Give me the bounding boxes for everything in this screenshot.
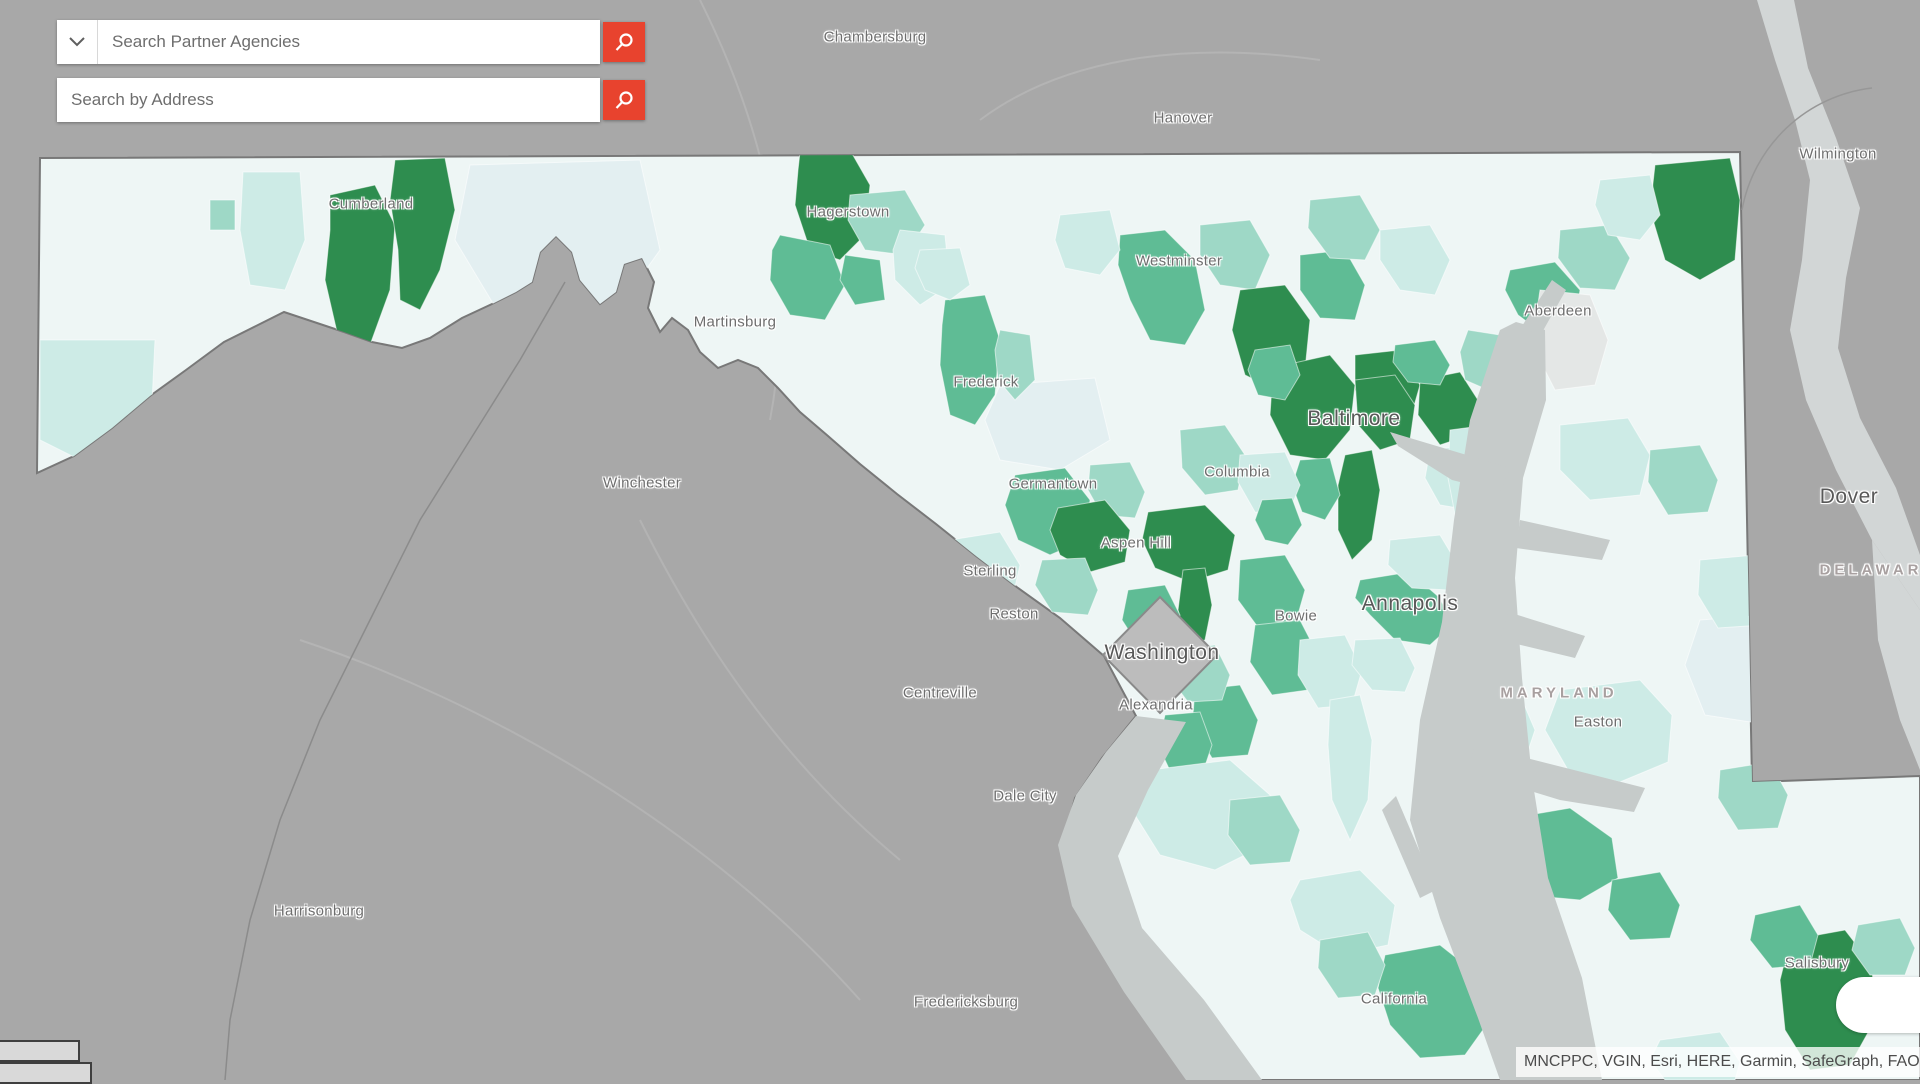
map-label-delaware-state: DELAWARE xyxy=(1819,561,1920,579)
address-search-input[interactable] xyxy=(57,78,600,122)
map-label-salisbury: Salisbury xyxy=(1784,954,1850,972)
map-label-reston: Reston xyxy=(989,605,1039,623)
map-label-easton: Easton xyxy=(1573,713,1623,731)
map-label-germantown: Germantown xyxy=(1008,475,1098,493)
map-label-aberdeen: Aberdeen xyxy=(1524,302,1592,320)
map-label-columbia: Columbia xyxy=(1204,463,1270,481)
address-search-button[interactable] xyxy=(603,80,645,120)
map-label-centreville: Centreville xyxy=(902,684,978,702)
partner-agency-search-box xyxy=(57,20,600,64)
agency-dropdown-toggle[interactable] xyxy=(57,20,98,64)
map-label-washington: Washington xyxy=(1104,641,1220,664)
partner-agency-search xyxy=(57,20,645,64)
map-label-westminster: Westminster xyxy=(1135,252,1223,270)
state-boundary-wv-va xyxy=(224,281,566,1080)
map-label-annapolis: Annapolis xyxy=(1361,592,1459,615)
dc-diamond xyxy=(1101,595,1219,715)
partner-agency-search-button[interactable] xyxy=(603,22,645,62)
map-label-hanover: Hanover xyxy=(1153,109,1213,127)
map-label-frederick: Frederick xyxy=(953,373,1019,391)
map-label-winchester: Winchester xyxy=(602,474,682,492)
address-search-box xyxy=(57,78,600,122)
map-label-hagerstown: Hagerstown xyxy=(806,203,890,221)
map-label-baltimore: Baltimore xyxy=(1307,407,1401,430)
map-label-sterling: Sterling xyxy=(963,562,1017,580)
map-label-maryland-state: MARYLAND xyxy=(1500,684,1618,702)
map-label-fredericksburg: Fredericksburg xyxy=(913,993,1019,1011)
chevron-down-icon xyxy=(69,37,85,47)
map-label-dover: Dover xyxy=(1819,485,1879,508)
scale-bar-miles xyxy=(0,1040,80,1062)
map-label-aspen-hill: Aspen Hill xyxy=(1100,534,1172,552)
search-icon xyxy=(615,33,633,51)
address-search xyxy=(57,78,645,122)
map-attribution: MNCPPC, VGIN, Esri, HERE, Garmin, SafeGr… xyxy=(1516,1047,1920,1077)
map-label-alexandria: Alexandria xyxy=(1119,696,1193,714)
map-label-wilmington: Wilmington xyxy=(1799,145,1877,163)
map-label-cumberland: Cumberland xyxy=(328,195,414,213)
map-label-bowie: Bowie xyxy=(1274,607,1318,625)
map-label-dale-city: Dale City xyxy=(993,787,1057,805)
map-label-martinsburg: Martinsburg xyxy=(693,313,777,331)
search-icon xyxy=(615,91,633,109)
edge-popup-widget[interactable] xyxy=(1836,977,1920,1033)
state-boundary-arc xyxy=(1741,87,1873,211)
water-layer xyxy=(1058,0,1920,1080)
map-label-california: California xyxy=(1360,990,1428,1008)
scale-bar-km xyxy=(0,1062,92,1084)
map-label-harrisonburg: Harrisonburg xyxy=(273,902,365,920)
map-label-chambersburg: Chambersburg xyxy=(823,28,927,46)
partner-agency-search-input[interactable] xyxy=(98,20,600,64)
